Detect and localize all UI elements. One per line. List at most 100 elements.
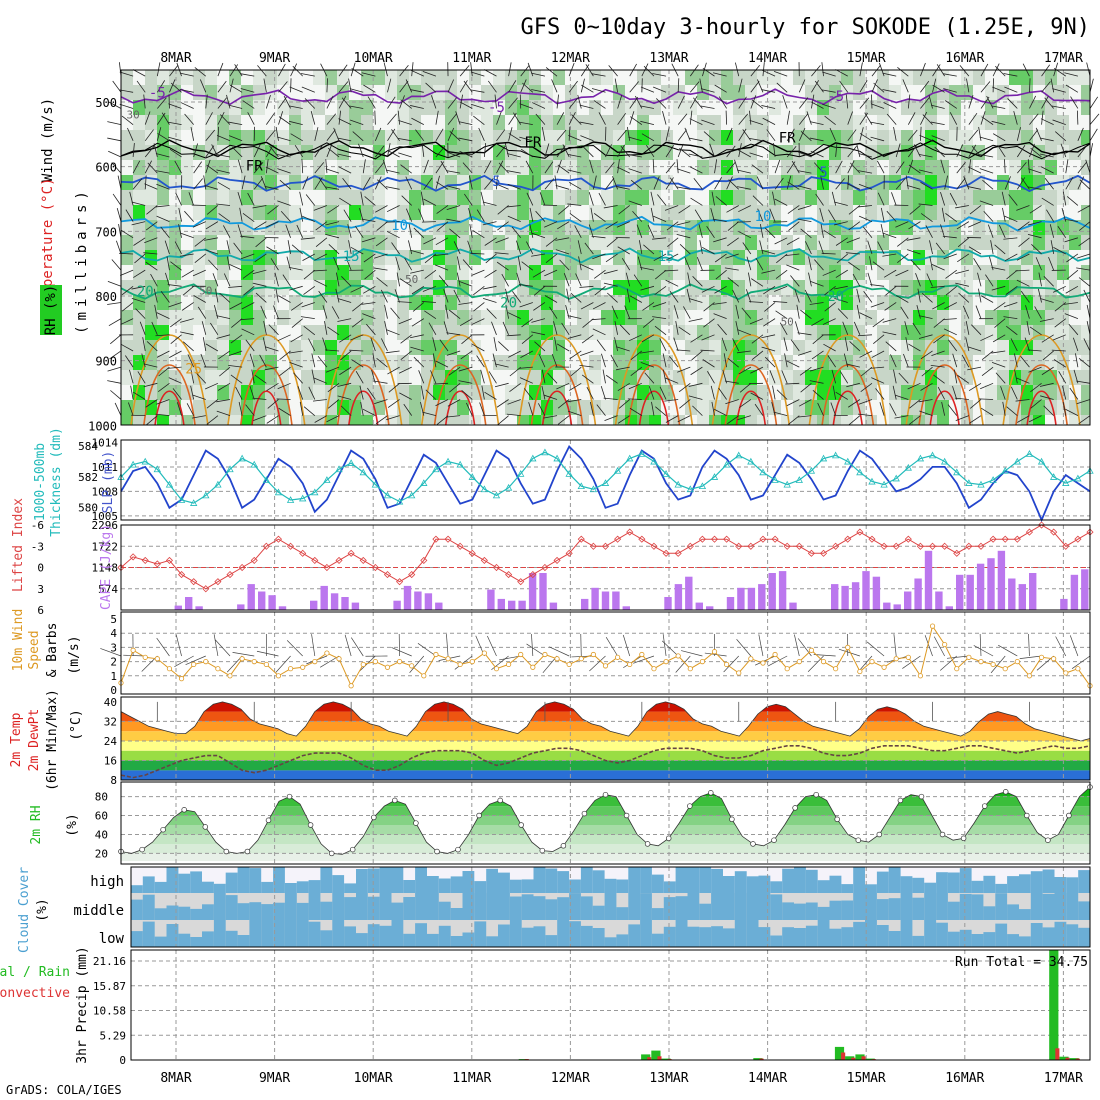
rh-cell (205, 160, 217, 175)
rh-cell (1081, 280, 1090, 295)
wind-barb (815, 193, 824, 206)
wind-barb (292, 65, 303, 77)
wind-barb (693, 177, 703, 190)
wind-barb (372, 353, 376, 368)
wind-barb (418, 208, 425, 222)
wind-barb (617, 382, 630, 392)
cape-bar (904, 591, 912, 610)
rh-cell (997, 325, 1009, 340)
rh-cell (589, 205, 601, 220)
surface-wind-barb (580, 633, 582, 657)
surface-wind-barb (213, 634, 219, 657)
wind-barb (994, 318, 1006, 328)
rh-cell (697, 265, 709, 280)
wind-barb (848, 399, 861, 408)
surface-wind-barb (1019, 655, 1042, 659)
rh-cell (913, 340, 925, 355)
wind-barb (1004, 159, 1006, 174)
wind-barb (800, 131, 812, 142)
wind-barb (726, 205, 739, 213)
wind-barb (677, 415, 691, 423)
thickness-tick-label: 580 (78, 502, 98, 515)
wind-barb (909, 399, 921, 409)
wind-barb (786, 360, 800, 368)
temp-band (121, 731, 1090, 741)
wind-barb (948, 339, 958, 352)
wind-barb (496, 129, 506, 142)
wind-barb (776, 389, 788, 400)
surface-wind-barb (633, 655, 655, 664)
wind-barb (1029, 205, 1042, 214)
wind-barb (557, 164, 570, 174)
thickness-point (722, 460, 731, 468)
wind-barb (205, 94, 208, 109)
rh-cell (229, 85, 241, 100)
li-ylabel: Lifted Index (11, 498, 26, 592)
wind-speed-point (469, 658, 475, 665)
cloud-cover-cell (273, 902, 286, 920)
wind-barb (517, 256, 522, 271)
wind-speed-point (772, 651, 778, 658)
wind-barb (689, 110, 693, 125)
wind-barb (1003, 316, 1018, 320)
wind-barb (689, 96, 698, 109)
rh-cell (889, 295, 901, 310)
wind-speed-point (590, 651, 596, 658)
wind-barb (678, 205, 691, 214)
cape-bar (195, 606, 203, 610)
rh-cell (409, 310, 421, 325)
rh-cell (565, 280, 577, 295)
rh-cell (133, 160, 145, 175)
wind-barb (144, 111, 151, 125)
wind-barb (981, 350, 994, 361)
surface-temp-contour (614, 334, 694, 426)
rh-cell (361, 70, 373, 85)
rh-cell (181, 400, 193, 415)
wind-barb (598, 192, 606, 206)
wind-barb (727, 277, 739, 287)
wind-barb (617, 159, 620, 174)
cape-tick-label: 1148 (92, 562, 119, 575)
wind-barb (145, 221, 158, 231)
wind-barb (410, 269, 424, 274)
wind-barb (811, 350, 824, 360)
rh-cell (409, 85, 421, 100)
rh-cell (169, 325, 181, 340)
thickness-point (311, 488, 319, 496)
rh-cell (181, 160, 193, 175)
rh-cell (1021, 130, 1033, 145)
contour-label: 15 (343, 249, 360, 265)
wind-barb (764, 356, 776, 368)
cloud-cover-panel: Cloud Cover (%) high middle low (17, 866, 1091, 953)
rh-cell (169, 415, 181, 425)
rh-cell (361, 340, 373, 355)
cloud-cover-cell (663, 897, 677, 920)
li-point (335, 556, 343, 564)
wind-barb (480, 369, 485, 384)
wind-barb (362, 408, 376, 417)
wind-barb (930, 121, 945, 126)
rh-cell (733, 355, 745, 370)
wind-barb (229, 302, 243, 310)
thickness-point (456, 460, 464, 468)
rh-cell (1033, 85, 1045, 100)
wind-barb (920, 213, 933, 222)
wind-barb (300, 73, 315, 77)
wind-barb (242, 213, 255, 222)
rh-cell (781, 370, 793, 385)
rh-cell (853, 115, 865, 130)
li-point (759, 535, 767, 543)
wind-barb (904, 321, 909, 335)
wind-barb (965, 337, 970, 352)
li-point (238, 563, 246, 572)
cloud-cover-cell (320, 930, 333, 947)
wind-barb (809, 380, 824, 384)
wind-barb (410, 69, 424, 77)
wind-barb (749, 318, 764, 325)
wind-barb (679, 244, 691, 255)
rh-cell (925, 310, 937, 325)
wind-barb (1042, 350, 1054, 361)
wind-barb (627, 154, 642, 158)
wind-barb (809, 366, 824, 372)
rh-cell (397, 115, 409, 130)
